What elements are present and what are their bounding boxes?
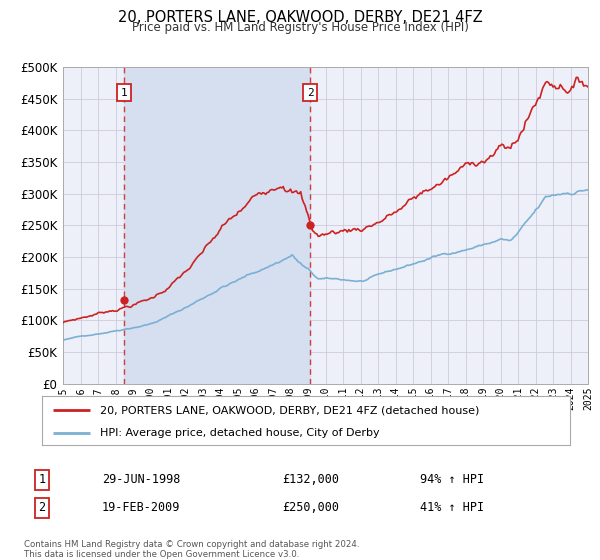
- Text: £250,000: £250,000: [282, 501, 339, 515]
- Text: 2: 2: [38, 501, 46, 515]
- Text: 94% ↑ HPI: 94% ↑ HPI: [420, 473, 484, 487]
- Text: HPI: Average price, detached house, City of Derby: HPI: Average price, detached house, City…: [100, 428, 380, 438]
- Text: 29-JUN-1998: 29-JUN-1998: [102, 473, 181, 487]
- Text: 1: 1: [121, 87, 127, 97]
- Text: Contains HM Land Registry data © Crown copyright and database right 2024.
This d: Contains HM Land Registry data © Crown c…: [24, 540, 359, 559]
- Text: 1: 1: [38, 473, 46, 487]
- Text: 20, PORTERS LANE, OAKWOOD, DERBY, DE21 4FZ: 20, PORTERS LANE, OAKWOOD, DERBY, DE21 4…: [118, 10, 482, 25]
- Text: £132,000: £132,000: [282, 473, 339, 487]
- Bar: [124, 67, 310, 384]
- Text: Price paid vs. HM Land Registry's House Price Index (HPI): Price paid vs. HM Land Registry's House …: [131, 21, 469, 34]
- Text: 2: 2: [307, 87, 313, 97]
- Text: 41% ↑ HPI: 41% ↑ HPI: [420, 501, 484, 515]
- Text: 20, PORTERS LANE, OAKWOOD, DERBY, DE21 4FZ (detached house): 20, PORTERS LANE, OAKWOOD, DERBY, DE21 4…: [100, 405, 479, 415]
- Text: 19-FEB-2009: 19-FEB-2009: [102, 501, 181, 515]
